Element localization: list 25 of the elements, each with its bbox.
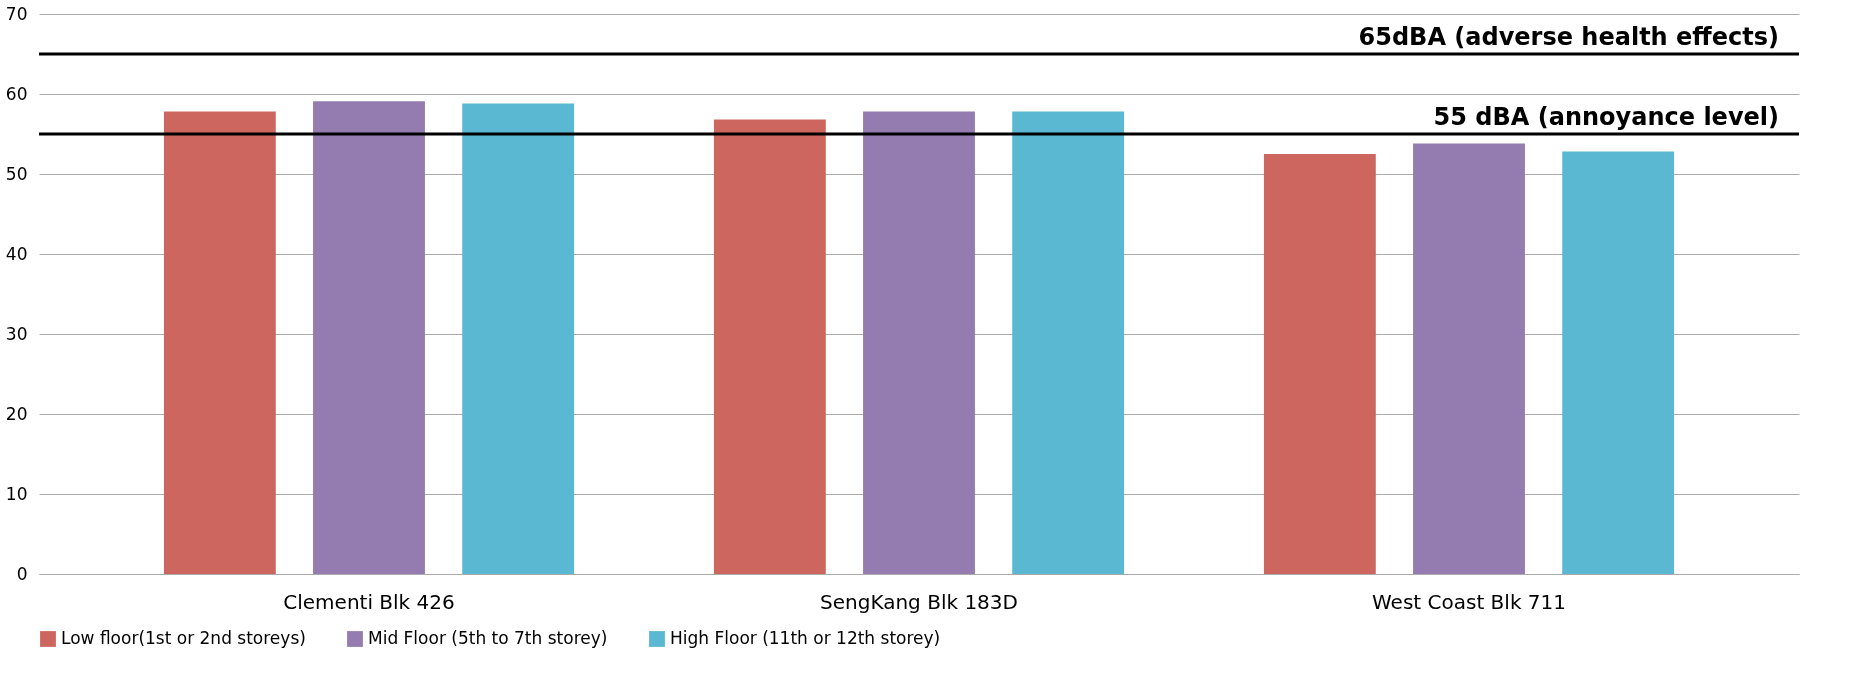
y-tick-label: 70 xyxy=(5,3,28,24)
y-tick-label: 0 xyxy=(16,563,28,584)
ref-line-label: 65dBA (adverse health effects) xyxy=(1358,23,1779,51)
y-tick-label: 50 xyxy=(5,163,28,184)
y-tick-label: 30 xyxy=(5,323,28,344)
y-tick-label: 20 xyxy=(5,403,28,424)
x-tick-label: Clementi Blk 426 xyxy=(283,589,455,614)
bar xyxy=(1012,111,1125,574)
bar xyxy=(863,111,975,574)
bar xyxy=(1263,154,1376,574)
legend-label: High Floor (11th or 12th storey) xyxy=(670,628,941,648)
bar xyxy=(313,101,425,574)
y-tick-label: 40 xyxy=(5,243,28,264)
bar xyxy=(1562,151,1675,574)
bar xyxy=(1413,143,1525,574)
bar xyxy=(713,119,826,574)
bar xyxy=(462,103,575,574)
legend-label: Low floor(1st or 2nd storeys) xyxy=(61,628,306,648)
bar xyxy=(163,111,276,574)
legend-label: Mid Floor (5th to 7th storey) xyxy=(368,628,608,648)
y-tick-label: 10 xyxy=(5,483,28,504)
x-tick-label: West Coast Blk 711 xyxy=(1372,589,1566,614)
y-tick-label: 60 xyxy=(5,83,28,104)
ref-line-label: 55 dBA (annoyance level) xyxy=(1433,103,1779,131)
x-tick-label: SengKang Blk 183D xyxy=(820,589,1018,614)
